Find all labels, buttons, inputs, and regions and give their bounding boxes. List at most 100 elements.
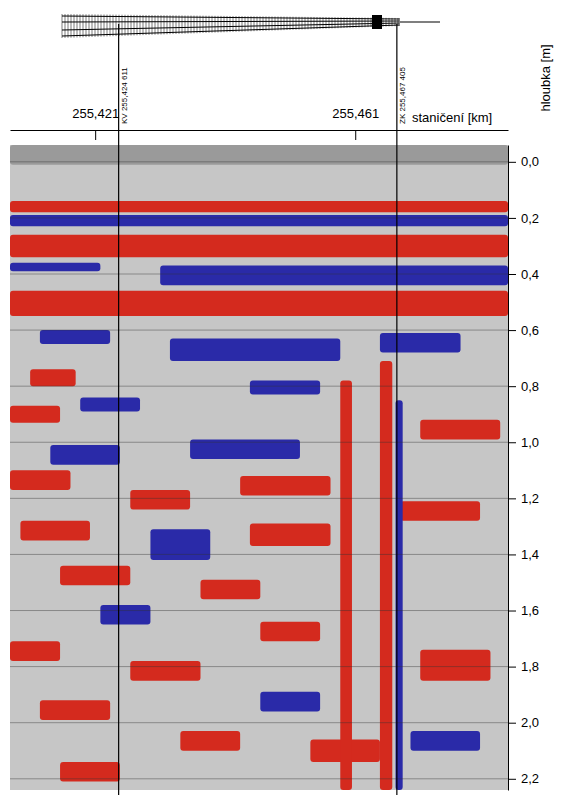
sleeper <box>320 17 321 29</box>
grid-line <box>10 722 508 723</box>
sleeper <box>251 16 252 31</box>
tick-mark <box>508 667 516 668</box>
sleeper <box>269 16 270 30</box>
sleeper <box>224 16 225 32</box>
sleeper <box>89 14 90 37</box>
sleeper <box>143 15 144 35</box>
sleeper <box>191 16 192 34</box>
rail <box>62 16 400 19</box>
sleeper <box>95 14 96 36</box>
tick-label: 255,421 <box>72 106 119 121</box>
sleeper <box>194 16 195 34</box>
sleeper <box>173 15 174 34</box>
sleeper <box>314 17 315 29</box>
marker-line <box>396 24 397 795</box>
tick-mark <box>95 130 96 140</box>
tick-mark <box>508 723 516 724</box>
sleeper <box>278 17 279 31</box>
grid-line <box>10 498 508 499</box>
reflection <box>130 490 190 510</box>
marker-label: KV 255,424 611 <box>120 67 129 124</box>
tick: 255,461 <box>332 106 379 140</box>
sleeper <box>308 17 309 29</box>
sleeper <box>311 17 312 29</box>
sleeper <box>149 15 150 35</box>
grid-line <box>10 442 508 443</box>
tick-mark <box>508 218 516 219</box>
tick-label: 2,0 <box>521 715 539 730</box>
sleeper <box>176 15 177 34</box>
tick: 255,421 <box>72 106 119 140</box>
tick-mark <box>508 611 516 612</box>
sleeper <box>230 16 231 32</box>
reflection <box>420 650 490 681</box>
sleeper <box>98 14 99 36</box>
grid-line <box>10 217 508 218</box>
marker-line <box>118 24 119 795</box>
sleeper <box>206 16 207 33</box>
tick-label: 1,6 <box>521 603 539 618</box>
sleeper <box>92 14 93 37</box>
sleeper <box>158 15 159 34</box>
sleeper <box>293 17 294 30</box>
reflection <box>40 700 110 720</box>
tick: 1,6 <box>508 603 539 618</box>
tick: 0,0 <box>508 154 539 169</box>
reflection <box>60 566 130 586</box>
reflection <box>260 692 320 712</box>
tick-mark <box>508 162 516 163</box>
reflection <box>50 445 120 465</box>
sleeper <box>323 17 324 29</box>
grid-line <box>10 274 508 275</box>
axis-line <box>508 146 509 791</box>
tick-label: 1,0 <box>521 435 539 450</box>
tick-mark <box>508 330 516 331</box>
sleeper <box>215 16 216 33</box>
grid-line <box>10 386 508 387</box>
tick: 2,2 <box>508 771 539 786</box>
reflection <box>240 476 330 496</box>
reflection <box>180 731 240 751</box>
sleeper <box>113 15 114 37</box>
tick-label: 1,2 <box>521 491 539 506</box>
sleeper <box>122 15 123 36</box>
sleeper <box>287 17 288 30</box>
tick-mark <box>508 442 516 443</box>
tick-label: 0,6 <box>521 323 539 338</box>
reflection <box>10 406 60 423</box>
sleeper <box>86 14 87 37</box>
sleeper <box>77 14 78 37</box>
sleeper <box>146 15 147 35</box>
sleeper <box>203 16 204 33</box>
sleeper <box>257 16 258 31</box>
sleeper <box>197 16 198 34</box>
sleeper <box>107 15 108 37</box>
tick: 2,0 <box>508 715 539 730</box>
tick-label: 0,4 <box>521 267 539 282</box>
reflection <box>10 235 508 257</box>
sleeper <box>242 16 243 31</box>
reflection <box>400 501 480 521</box>
y-axis: 0,00,20,40,60,81,01,21,41,61,82,02,2 <box>508 146 539 791</box>
tick-label: 255,461 <box>332 106 379 121</box>
markers: KV 255,424 611ZK 255,467 405 <box>119 24 407 795</box>
tick-mark <box>508 498 516 499</box>
reflection <box>130 661 200 681</box>
sleeper <box>140 15 141 35</box>
plot-background <box>10 145 508 790</box>
tick: 1,4 <box>508 547 539 562</box>
tick: 0,6 <box>508 323 539 338</box>
sleeper <box>266 16 267 30</box>
sleeper <box>71 14 72 38</box>
sleeper <box>65 14 66 38</box>
sleeper <box>272 16 273 30</box>
plot-area <box>10 145 508 790</box>
x-axis: 255,421 255,461 <box>11 106 509 140</box>
reflection <box>170 339 340 361</box>
reflection <box>20 521 90 541</box>
sleeper <box>302 17 303 30</box>
sleeper <box>101 14 102 36</box>
tick-label: 0,8 <box>521 379 539 394</box>
reflection <box>420 420 500 440</box>
tick-mark <box>508 554 516 555</box>
